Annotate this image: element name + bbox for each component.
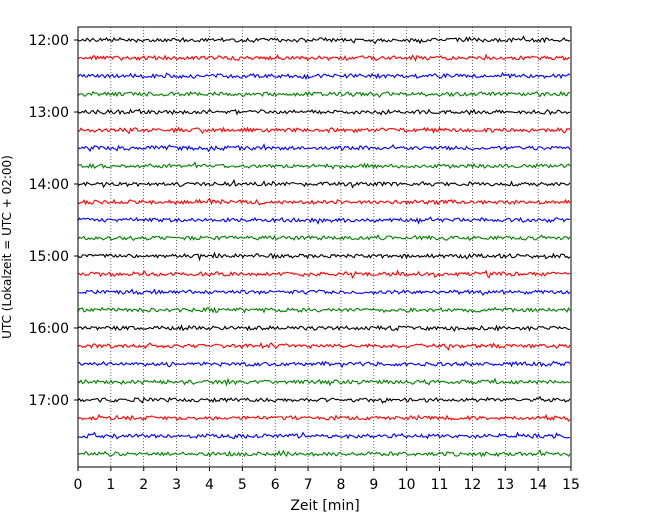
x-tick-label: 1 xyxy=(106,477,115,493)
grid-lines xyxy=(110,27,539,467)
y-tick-label: 16:00 xyxy=(29,321,69,337)
trace-1700 xyxy=(77,395,571,404)
trace-1415 xyxy=(77,198,571,206)
trace-1500 xyxy=(77,251,571,262)
x-tick-label: 11 xyxy=(431,477,449,493)
trace-1315 xyxy=(78,126,571,135)
y-tick-label: 17:00 xyxy=(29,393,69,409)
plot-frame xyxy=(77,26,572,468)
x-tick-label: 15 xyxy=(562,477,580,493)
x-tick-label: 13 xyxy=(496,477,514,493)
x-tick-label: 8 xyxy=(336,477,345,493)
trace-1400 xyxy=(77,178,571,189)
y-tick-label: 12:00 xyxy=(29,33,69,49)
y-tick-label: 15:00 xyxy=(29,249,69,265)
trace-1715 xyxy=(77,413,571,422)
trace-1445 xyxy=(77,233,571,242)
x-tick-label: 3 xyxy=(172,477,181,493)
x-axis-label: Zeit [min] xyxy=(290,498,359,514)
trace-1600 xyxy=(77,323,571,333)
x-axis-ticks: 0 1 2 3 4 5 6 7 8 9 10 11 12 13 14 15 xyxy=(74,467,580,493)
trace-1215 xyxy=(77,53,571,63)
y-tick-label: 13:00 xyxy=(29,105,69,121)
seismogram-traces xyxy=(77,35,571,458)
x-tick-label: 6 xyxy=(271,477,280,493)
x-tick-label: 7 xyxy=(304,477,313,493)
y-tick-label: 14:00 xyxy=(29,177,69,193)
x-tick-label: 12 xyxy=(463,477,481,493)
x-tick-label: 0 xyxy=(74,477,83,493)
y-axis-ticks: 12:00 13:00 14:00 15:00 16:00 17:00 xyxy=(29,33,78,409)
x-tick-label: 5 xyxy=(238,477,247,493)
trace-1730 xyxy=(77,431,571,440)
x-tick-label: 9 xyxy=(369,477,378,493)
trace-1345 xyxy=(77,161,571,170)
trace-1245 xyxy=(77,90,571,98)
x-tick-label: 2 xyxy=(139,477,148,493)
trace-1615 xyxy=(77,341,571,351)
trace-1745 xyxy=(77,449,571,458)
x-tick-label: 4 xyxy=(205,477,214,493)
trace-1200 xyxy=(77,35,571,45)
trace-1330 xyxy=(77,143,571,153)
x-tick-label: 10 xyxy=(398,477,416,493)
trace-1515 xyxy=(77,269,571,280)
trace-1300 xyxy=(77,108,571,116)
trace-1430 xyxy=(77,216,571,225)
x-tick-label: 14 xyxy=(529,477,547,493)
trace-1230 xyxy=(77,71,571,81)
y-axis-label: UTC (Lokalzeit = UTC + 02:00) xyxy=(0,155,14,339)
trace-1545 xyxy=(77,306,571,314)
trace-1630 xyxy=(77,360,571,369)
trace-1645 xyxy=(77,377,571,387)
trace-1530 xyxy=(77,288,571,297)
